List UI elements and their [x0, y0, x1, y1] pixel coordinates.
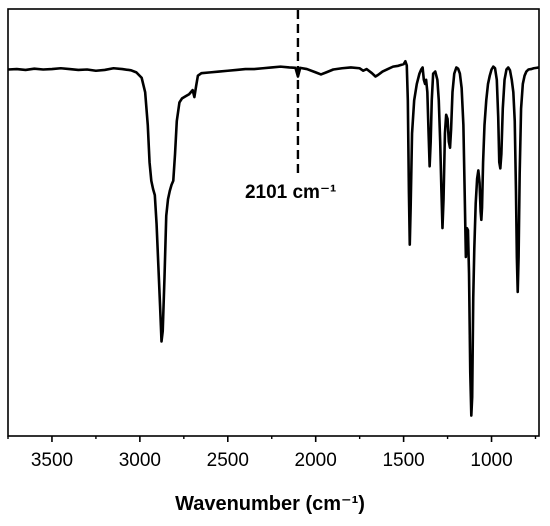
annotation-label: 2101 cm⁻¹ — [245, 182, 336, 203]
spectrum-line — [7, 59, 540, 417]
x-tick-label: 3500 — [31, 450, 73, 471]
x-tick-label: 2000 — [295, 450, 337, 471]
plot-frame — [7, 8, 540, 437]
annotation-group: 2101 cm⁻¹ — [245, 10, 336, 203]
plot-area — [7, 59, 540, 417]
x-axis-ticks: 3500 3000 2500 2000 1500 1000 — [7, 436, 537, 471]
x-tick-label: 1500 — [382, 450, 424, 471]
x-tick-label: 1000 — [470, 450, 512, 471]
x-tick-label: 2500 — [207, 450, 249, 471]
x-axis-label: Wavenumber (cm⁻¹) — [175, 493, 365, 515]
x-tick-label: 3000 — [119, 450, 161, 471]
